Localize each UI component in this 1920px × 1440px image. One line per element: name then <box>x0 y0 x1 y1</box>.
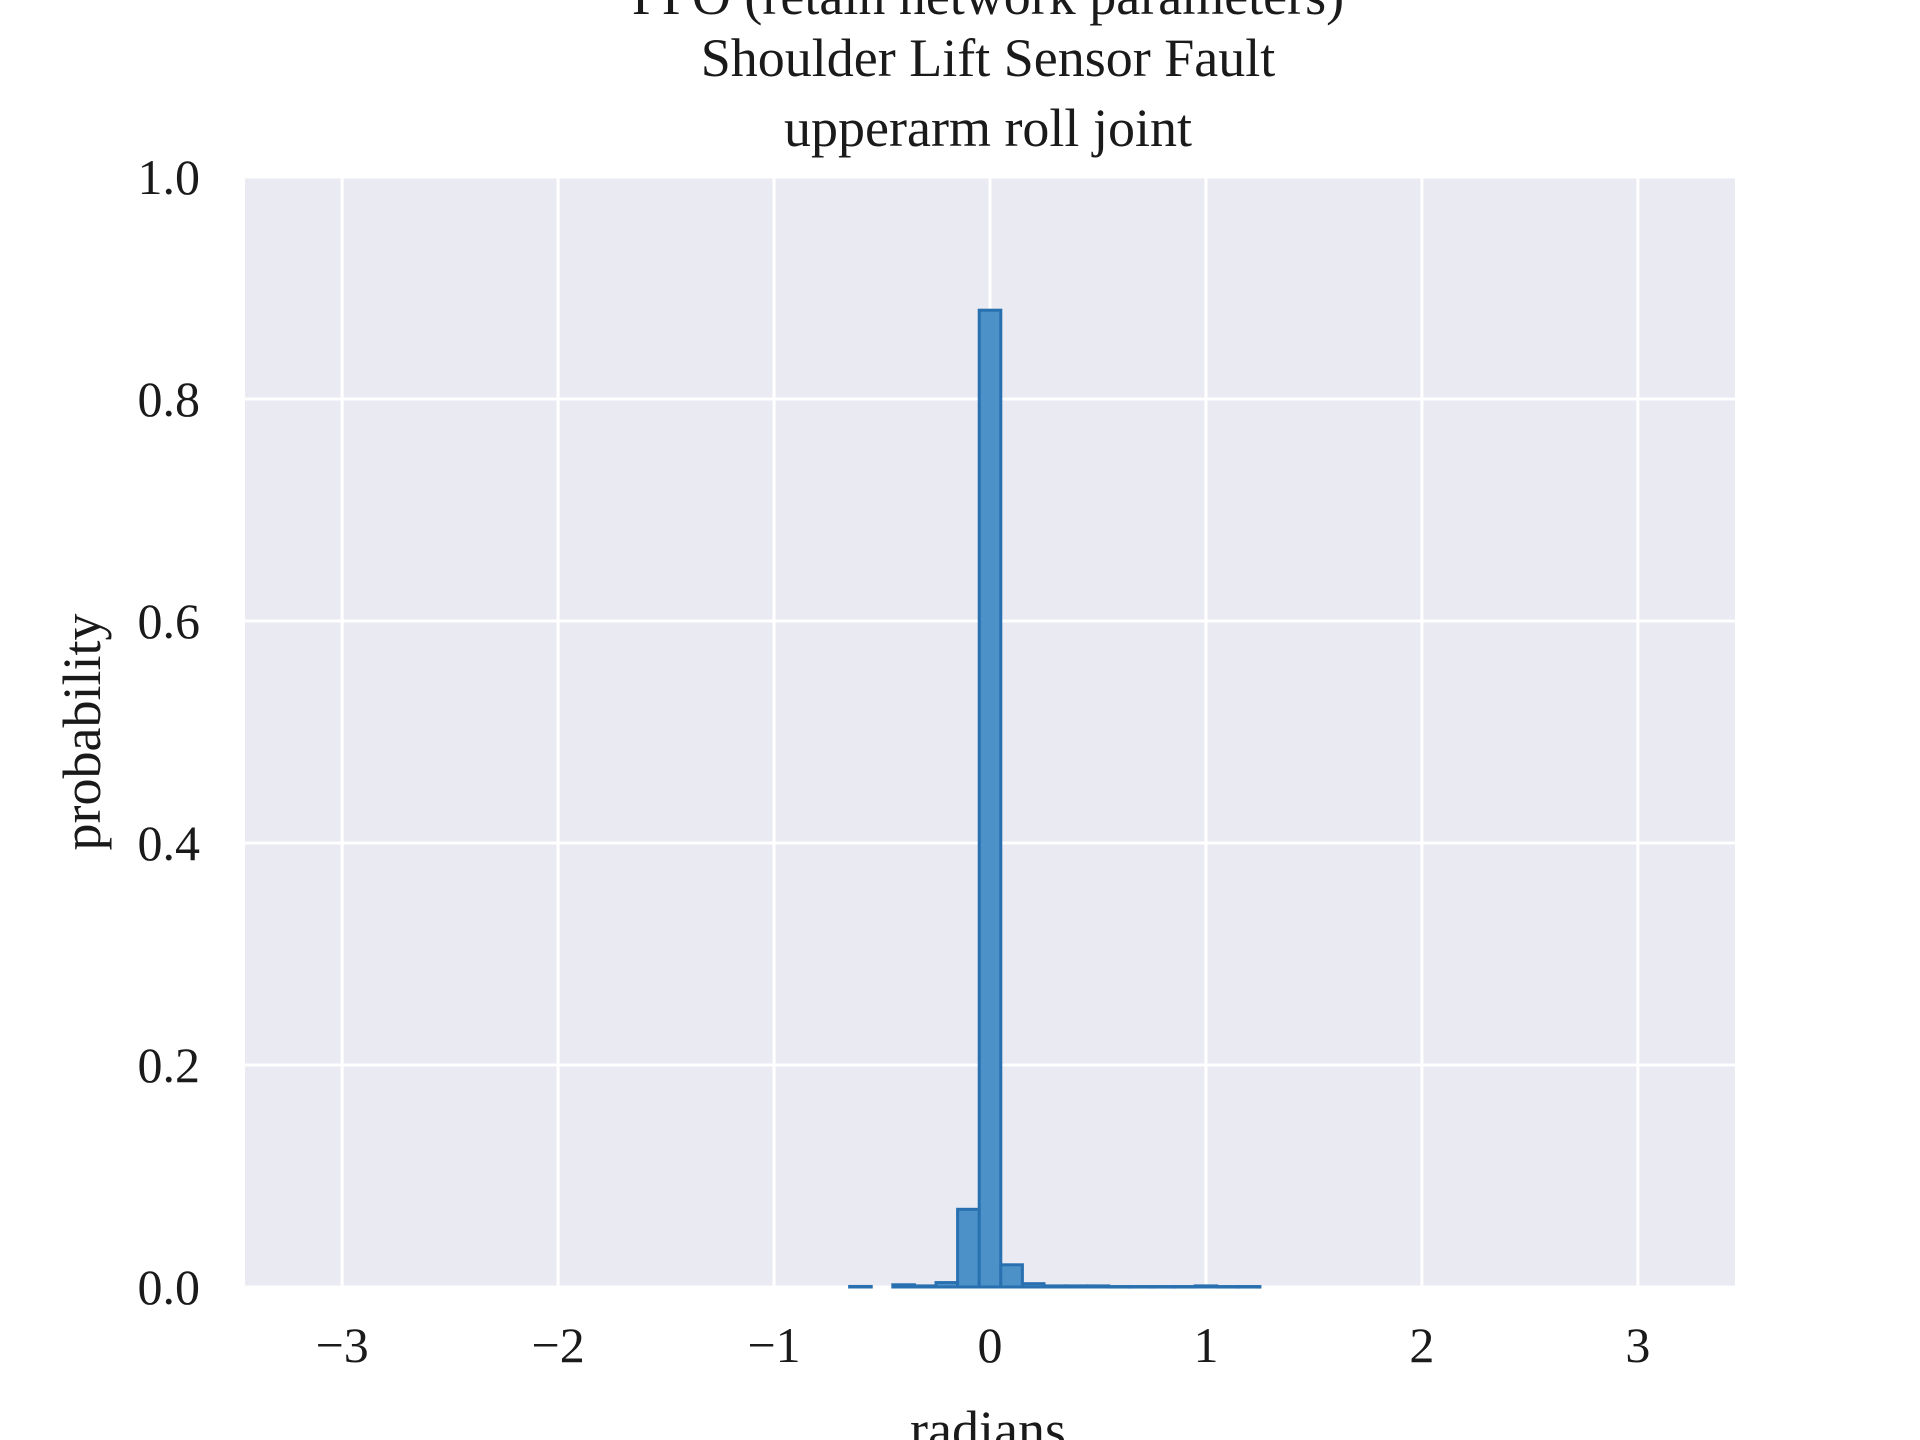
histogram-bar-5 <box>977 308 1003 1289</box>
title-line-3: upperarm roll joint <box>784 98 1192 158</box>
histogram-bar-9 <box>1064 1284 1089 1289</box>
y-tick-label-0: 0.0 <box>138 1259 201 1315</box>
x-tick-label-2: −1 <box>747 1317 800 1373</box>
histogram-bar-1 <box>891 1283 916 1289</box>
x-tick-label-3: 0 <box>978 1317 1003 1373</box>
histogram-bar-4 <box>956 1207 981 1289</box>
y-axis-label: probability <box>52 614 112 851</box>
histogram-bar-13 <box>1150 1285 1176 1289</box>
y-tick-labels: 0.0 0.2 0.4 0.6 0.8 1.0 <box>138 149 201 1315</box>
histogram-bar-12 <box>1128 1285 1154 1289</box>
histogram-bar-7 <box>1020 1282 1046 1289</box>
y-tick-label-4: 0.8 <box>138 371 201 427</box>
x-tick-label-5: 2 <box>1409 1317 1434 1373</box>
histogram-bar-2 <box>912 1284 938 1289</box>
chart-title: PPO (retain network parameters) Shoulder… <box>632 0 1344 158</box>
histogram-bar-14 <box>1172 1285 1197 1289</box>
histogram-bars <box>848 308 1262 1289</box>
histogram-bar-0 <box>848 1284 873 1289</box>
y-tick-label-2: 0.4 <box>138 815 201 871</box>
histogram-bar-15 <box>1193 1284 1219 1289</box>
x-tick-labels: −3 −2 −1 0 1 2 3 <box>316 1317 1651 1373</box>
histogram-bar-17 <box>1236 1285 1262 1289</box>
y-tick-label-1: 0.2 <box>138 1037 201 1093</box>
x-axis-label: radians <box>910 1400 1066 1440</box>
x-tick-label-0: −3 <box>316 1317 369 1373</box>
histogram-bar-11 <box>1107 1285 1132 1289</box>
y-tick-label-3: 0.6 <box>138 593 201 649</box>
title-line-1: PPO (retain network parameters) <box>632 0 1344 26</box>
histogram-bar-8 <box>1042 1284 1068 1289</box>
histogram-bar-10 <box>1085 1284 1111 1289</box>
histogram-bar-16 <box>1215 1285 1240 1289</box>
y-tick-label-5: 1.0 <box>138 149 201 205</box>
histogram-bar-6 <box>999 1263 1024 1289</box>
title-line-2: Shoulder Lift Sensor Fault <box>701 28 1275 88</box>
x-tick-label-4: 1 <box>1193 1317 1218 1373</box>
x-tick-label-6: 3 <box>1625 1317 1650 1373</box>
histogram-bar-3 <box>934 1281 960 1289</box>
x-tick-label-1: −2 <box>532 1317 585 1373</box>
